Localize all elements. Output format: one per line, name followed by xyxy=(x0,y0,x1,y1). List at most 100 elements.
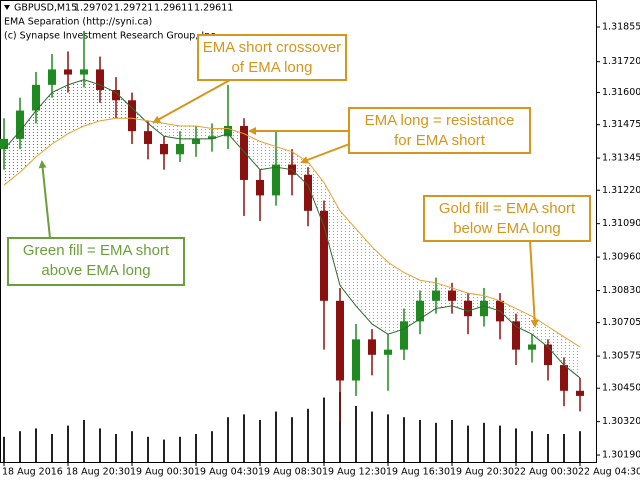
volume-bar xyxy=(195,434,197,462)
candle-body xyxy=(416,300,424,322)
volume-bar xyxy=(547,434,549,462)
volume-bar xyxy=(499,425,501,462)
candle-body xyxy=(176,143,184,155)
annotation-text: for EMA short xyxy=(394,132,486,149)
y-tick-label: 1.31220 xyxy=(602,185,640,196)
annotation-box xyxy=(197,34,347,81)
ema-fill xyxy=(180,125,196,139)
volume-bar xyxy=(515,428,517,462)
candle-body xyxy=(160,143,168,155)
annotation-box xyxy=(423,195,591,242)
annotation-text: above EMA long xyxy=(41,262,150,279)
x-tick-label: 18 Aug 20:30 xyxy=(66,467,130,478)
annotation-text: Green fill = EMA short xyxy=(23,242,170,259)
candle-body xyxy=(128,100,136,132)
ema-fill xyxy=(148,120,164,137)
volume-bar xyxy=(435,422,437,462)
ema-fill xyxy=(164,123,180,139)
ema-fill xyxy=(276,146,292,170)
menu-icon xyxy=(4,5,10,10)
candle-body xyxy=(400,321,408,350)
y-tick-label: 1.30960 xyxy=(602,252,640,263)
annotation-box xyxy=(348,107,531,154)
ema-fill xyxy=(52,84,68,144)
x-tick-label: 19 Aug 12:30 xyxy=(322,467,386,478)
y-tick-label: 1.31475 xyxy=(602,119,640,130)
volume-bar xyxy=(99,428,101,462)
volume-bar xyxy=(179,436,181,462)
y-tick-label: 1.30450 xyxy=(602,383,640,394)
volume-bar xyxy=(307,408,309,462)
candle-body xyxy=(448,290,456,301)
candle-body xyxy=(224,125,232,137)
candle-body xyxy=(16,110,24,139)
volume-bar xyxy=(211,431,213,462)
x-tick-label: 19 Aug 16:30 xyxy=(386,467,450,478)
y-tick-label: 1.31090 xyxy=(602,218,640,229)
y-tick-label: 1.31600 xyxy=(602,87,640,98)
volume-bar xyxy=(579,431,581,462)
volume-bar xyxy=(83,420,85,462)
volume-bar xyxy=(115,434,117,462)
volume-bar xyxy=(3,436,5,462)
annotation-text: below EMA long xyxy=(453,220,561,237)
ema-fill xyxy=(260,141,276,170)
volume-bar xyxy=(323,397,325,462)
x-tick-label: 19 Aug 00:30 xyxy=(130,467,194,478)
volume-bar xyxy=(339,392,341,462)
candle-body xyxy=(96,69,104,90)
y-tick-label: 1.30190 xyxy=(602,450,640,461)
annotation-text: of EMA long xyxy=(232,59,313,76)
candle-body xyxy=(112,89,120,101)
candle-body xyxy=(80,69,88,75)
volume-bar xyxy=(131,431,133,462)
candle-body xyxy=(528,344,536,350)
ema-fill xyxy=(20,110,36,173)
volume-bar xyxy=(483,422,485,462)
annotation-text: Gold fill = EMA short xyxy=(439,200,576,217)
volume-bar xyxy=(163,439,165,462)
volume-bar xyxy=(243,414,245,462)
volume-bar xyxy=(259,420,261,462)
volume-bar xyxy=(275,411,277,462)
annotation-box xyxy=(7,237,185,286)
candle-body xyxy=(208,136,216,139)
candle-body xyxy=(64,69,72,75)
ohlc-2: 1.29611 xyxy=(154,3,193,14)
candle-body xyxy=(256,179,264,196)
candle-body xyxy=(304,174,312,211)
volume-bar xyxy=(19,431,21,462)
ema-short-line xyxy=(3,79,581,379)
ema-long-line xyxy=(3,117,581,348)
y-tick-label: 1.30320 xyxy=(602,416,640,427)
candle-body xyxy=(368,339,376,355)
y-tick-label: 1.31345 xyxy=(602,153,640,164)
ohlc-3: 1.29611 xyxy=(194,3,233,14)
volume-bar xyxy=(51,434,53,462)
volume-bar xyxy=(387,414,389,462)
x-tick-label: 22 Aug 04:30 xyxy=(578,467,640,478)
candle-body xyxy=(192,138,200,144)
y-tick-label: 1.30705 xyxy=(602,317,640,328)
candle-body xyxy=(464,300,472,317)
candle-body xyxy=(352,339,360,381)
volume-bar xyxy=(563,434,565,462)
volume-bar xyxy=(291,417,293,462)
y-tick-label: 1.30830 xyxy=(602,285,640,296)
volume-bar xyxy=(531,431,533,462)
y-tick-label: 1.30575 xyxy=(602,351,640,362)
ema-fill xyxy=(356,228,372,324)
annotation-arrow xyxy=(529,239,539,328)
candle-body xyxy=(544,344,552,366)
annotation-arrow xyxy=(152,79,231,123)
volume-bar xyxy=(467,425,469,462)
symbol: GBPUSD,M15 xyxy=(14,3,77,14)
ema-fill xyxy=(388,262,404,335)
candle-body xyxy=(336,300,344,381)
x-tick-label: 19 Aug 08:30 xyxy=(258,467,322,478)
plot-area xyxy=(0,30,584,462)
ema-fill xyxy=(548,326,564,366)
candle-body xyxy=(272,164,280,196)
